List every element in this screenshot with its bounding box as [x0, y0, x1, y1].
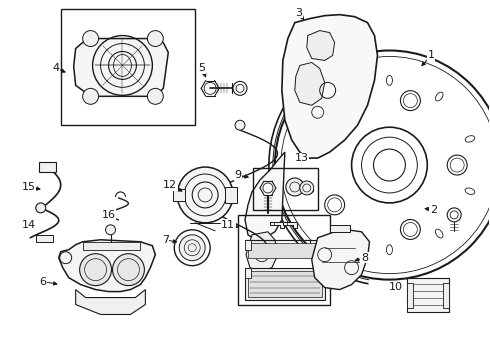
Bar — [407, 278, 449, 312]
Text: 8: 8 — [361, 253, 368, 263]
Text: 2: 2 — [430, 205, 437, 215]
Polygon shape — [245, 240, 325, 260]
Polygon shape — [307, 31, 335, 60]
Text: 9: 9 — [234, 170, 242, 180]
Text: 7: 7 — [162, 235, 169, 245]
Polygon shape — [245, 152, 285, 240]
Text: 14: 14 — [22, 220, 36, 230]
Circle shape — [80, 254, 112, 285]
Circle shape — [147, 31, 163, 46]
Text: 16: 16 — [101, 210, 116, 220]
Bar — [225, 187, 237, 203]
Circle shape — [83, 31, 98, 46]
Circle shape — [36, 203, 46, 213]
Circle shape — [113, 254, 145, 285]
Circle shape — [105, 225, 116, 235]
Bar — [407, 283, 414, 307]
Polygon shape — [59, 240, 155, 292]
Text: 5: 5 — [198, 63, 206, 73]
Polygon shape — [283, 222, 297, 228]
Bar — [330, 225, 349, 232]
Polygon shape — [83, 242, 141, 250]
Circle shape — [179, 235, 205, 261]
Circle shape — [286, 178, 304, 196]
Polygon shape — [295, 62, 325, 105]
Text: 11: 11 — [221, 220, 235, 230]
Circle shape — [177, 167, 233, 223]
Circle shape — [300, 181, 314, 195]
Bar — [245, 268, 251, 278]
Bar — [39, 162, 56, 172]
Polygon shape — [246, 232, 278, 272]
Text: 3: 3 — [295, 8, 302, 18]
Text: 4: 4 — [52, 63, 59, 73]
Bar — [61, 9, 195, 125]
Circle shape — [83, 88, 98, 104]
Text: 6: 6 — [39, 276, 46, 287]
Polygon shape — [282, 15, 377, 158]
Bar — [253, 168, 318, 210]
Bar — [248, 243, 322, 258]
Bar — [36, 235, 53, 242]
Text: 15: 15 — [22, 182, 36, 192]
Text: 1: 1 — [428, 50, 435, 60]
Bar — [318, 240, 325, 250]
Bar — [443, 283, 449, 307]
Bar — [245, 240, 251, 250]
Text: 13: 13 — [295, 153, 309, 163]
Polygon shape — [245, 268, 325, 300]
Polygon shape — [312, 230, 369, 289]
Bar — [238, 215, 330, 305]
Text: 12: 12 — [163, 180, 177, 190]
Bar — [318, 268, 325, 278]
Text: 10: 10 — [389, 282, 402, 292]
Polygon shape — [75, 289, 146, 315]
Circle shape — [235, 120, 245, 130]
Bar — [248, 271, 322, 297]
Circle shape — [147, 88, 163, 104]
Polygon shape — [74, 39, 168, 96]
Polygon shape — [270, 222, 284, 228]
Bar — [173, 189, 185, 201]
